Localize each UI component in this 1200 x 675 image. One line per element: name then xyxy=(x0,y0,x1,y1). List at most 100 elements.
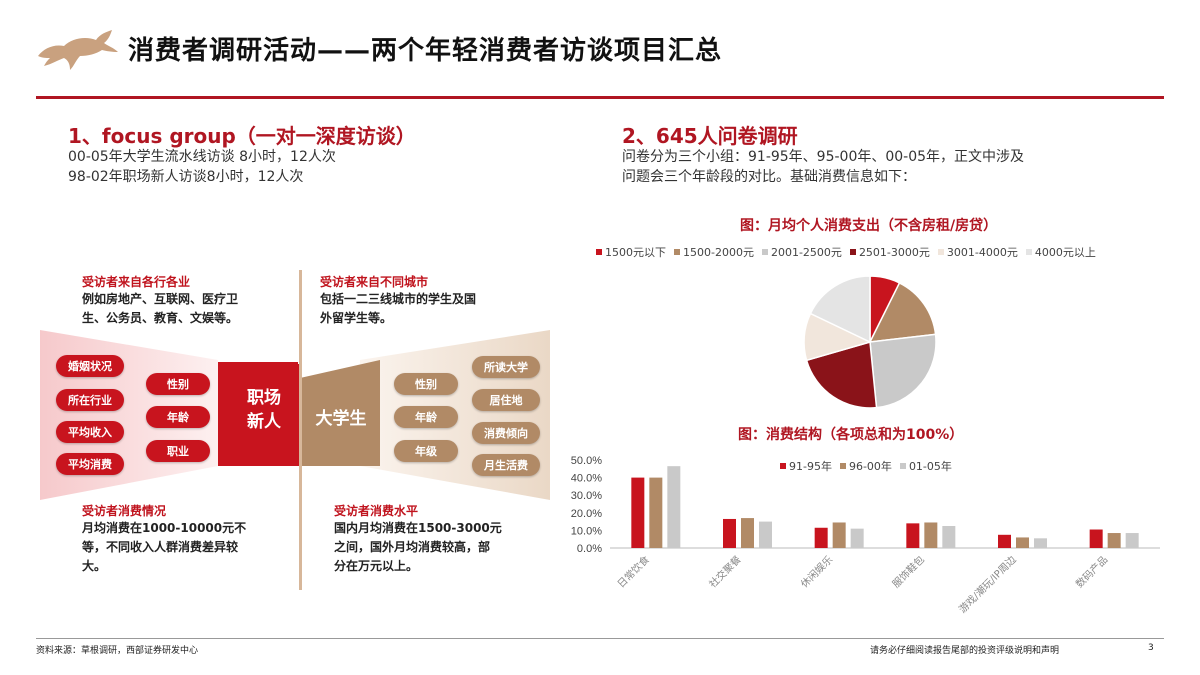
x-tick-label: 社交聚餐 xyxy=(706,553,743,590)
x-tick-label: 数码产品 xyxy=(1073,553,1110,590)
bar xyxy=(741,518,754,548)
footer-divider xyxy=(36,638,1164,639)
bar-legend-item: 01-05年 xyxy=(899,458,952,474)
bar xyxy=(723,518,736,548)
legend-label: 2501-3000元 xyxy=(858,246,930,259)
x-tick-label: 服饰鞋包 xyxy=(889,553,926,590)
bar xyxy=(814,527,828,548)
bar xyxy=(649,477,663,548)
interview-diagram: 职场 新人 大学生 婚姻状况 所在行业 平均收入 平均消费 性别 年龄 职业 性… xyxy=(40,270,580,590)
legend-label: 1500元以下 xyxy=(605,246,666,259)
center-divider xyxy=(299,270,302,590)
pie-title: 图：月均个人消费支出（不含房租/房贷） xyxy=(740,218,998,234)
pill-gender-left: 性别 xyxy=(146,373,210,395)
legend-swatch xyxy=(849,249,856,255)
pie-legend-item: 4000元以上 xyxy=(1025,244,1096,260)
pie-legend-item: 3001-4000元 xyxy=(937,244,1018,260)
focus-group-line-2: 98-02年职场新人访谈8小时，12人次 xyxy=(68,169,304,185)
legend-label: 2001-2500元 xyxy=(770,246,842,259)
survey-heading: 2、645人问卷调研 xyxy=(622,124,798,148)
bar-chart: 0.0% 10.0% 20.0% 30.0% 40.0% 50.0% 日常饮食 社交聚餐 休闲娱… xyxy=(571,455,1160,616)
pie-legend: 1500元以下 1500-2000元 2001-2500元 2501-3000元 300… xyxy=(596,244,1096,260)
pill-marital-status: 婚姻状况 xyxy=(56,355,124,377)
legend-label: 1500-2000元 xyxy=(683,246,754,259)
pie-slice xyxy=(869,333,937,409)
pill-university: 所读大学 xyxy=(472,356,540,378)
bar xyxy=(850,528,864,548)
page-number: 3 xyxy=(1148,643,1154,653)
legend-swatch xyxy=(839,463,846,469)
legend-swatch xyxy=(899,463,906,469)
y-tick-label: 40.0% xyxy=(571,473,602,485)
note-spending-situation: 受访者消费情况 月均消费在1000-10000元不 等，不同收入人群消费差异较 … xyxy=(82,504,247,573)
legend-label: 91-95年 xyxy=(789,460,832,473)
bull-logo xyxy=(34,26,120,72)
legend-label: 3001-4000元 xyxy=(946,246,1018,259)
pill-average-income: 平均收入 xyxy=(56,421,124,443)
bar xyxy=(1089,529,1103,548)
legend-swatch xyxy=(761,249,768,255)
note-cities: 受访者来自不同城市 包括一二三线城市的学生及国 外留学生等。 xyxy=(320,275,477,325)
pill-monthly-allowance: 月生活费 xyxy=(472,454,540,476)
bar xyxy=(942,526,956,548)
bar xyxy=(924,522,938,548)
bar xyxy=(1107,533,1121,548)
legend-swatch xyxy=(596,249,602,255)
bar-legend-item: 96-00年 xyxy=(839,458,892,474)
legend-label: 4000元以上 xyxy=(1034,246,1096,259)
pie-slice xyxy=(809,275,871,344)
y-tick-label: 0.0% xyxy=(577,543,602,555)
legend-swatch xyxy=(674,249,680,255)
x-tick-label: 游戏/潮玩/IP周边 xyxy=(956,553,1019,616)
bar xyxy=(998,534,1011,548)
pie-legend-item: 2001-2500元 xyxy=(761,244,842,260)
pill-industry: 所在行业 xyxy=(56,389,124,411)
bar xyxy=(1016,537,1029,548)
bar xyxy=(1034,538,1047,548)
bar xyxy=(631,477,645,548)
bar xyxy=(906,523,920,548)
right-center-label: 大学生 xyxy=(315,409,367,429)
y-tick-label: 10.0% xyxy=(571,525,602,537)
pie-legend-item: 1500-2000元 xyxy=(674,244,754,260)
pill-gender-right: 性别 xyxy=(394,373,458,395)
legend-swatch xyxy=(937,249,944,255)
pill-grade: 年级 xyxy=(394,440,458,462)
page-title: 消费者调研活动——两个年轻消费者访谈项目汇总 xyxy=(128,36,723,66)
legend-swatch xyxy=(1025,249,1032,255)
pie-chart xyxy=(803,275,937,409)
pill-occupation: 职业 xyxy=(146,440,210,462)
y-tick-label: 30.0% xyxy=(571,490,602,502)
pie-legend-item: 2501-3000元 xyxy=(849,244,930,260)
pill-age-right: 年龄 xyxy=(394,406,458,428)
focus-group-line-1: 00-05年大学生流水线访谈 8小时，12人次 xyxy=(68,149,336,165)
pill-age-left: 年龄 xyxy=(146,406,210,428)
left-center-label: 职场 新人 xyxy=(247,388,281,432)
pill-average-spending: 平均消费 xyxy=(56,453,124,475)
bar xyxy=(1125,533,1139,548)
survey-line-2: 问题会三个年龄段的对比。基础消费信息如下： xyxy=(622,169,916,185)
x-tick-label: 休闲娱乐 xyxy=(798,553,835,590)
survey-line-1: 问卷分为三个小组：91-95年、95-00年、00-05年，正文中涉及 xyxy=(622,149,1025,165)
bar-legend: 91-95年 96-00年 01-05年 xyxy=(780,458,952,474)
source-note: 资料来源：草根调研，西部证券研发中心 xyxy=(36,646,199,656)
bar xyxy=(667,466,681,548)
right-center-block xyxy=(300,360,380,466)
bar-title: 图：消费结构（各项总和为100%） xyxy=(738,427,964,443)
disclaimer: 请务必仔细阅读报告尾部的投资评级说明和声明 xyxy=(870,646,1060,656)
bar-legend-item: 91-95年 xyxy=(780,458,832,474)
focus-group-heading: 1、focus group（一对一深度访谈） xyxy=(68,124,416,148)
y-tick-label: 20.0% xyxy=(571,508,602,520)
x-tick-label: 日常饮食 xyxy=(614,553,651,590)
pie-legend-item: 1500元以下 xyxy=(596,244,666,260)
note-industries: 受访者来自各行各业 例如房地产、互联网、医疗卫 生、公务员、教育、文娱等。 xyxy=(82,275,239,325)
bar xyxy=(759,521,772,548)
pie-slice xyxy=(868,281,937,343)
left-center-block xyxy=(218,362,298,466)
y-tick-label: 50.0% xyxy=(571,455,602,467)
pie-slice xyxy=(805,341,878,409)
pill-residence: 居住地 xyxy=(472,389,540,411)
legend-label: 01-05年 xyxy=(908,460,952,473)
legend-label: 96-00年 xyxy=(848,460,892,473)
bar xyxy=(832,522,846,548)
